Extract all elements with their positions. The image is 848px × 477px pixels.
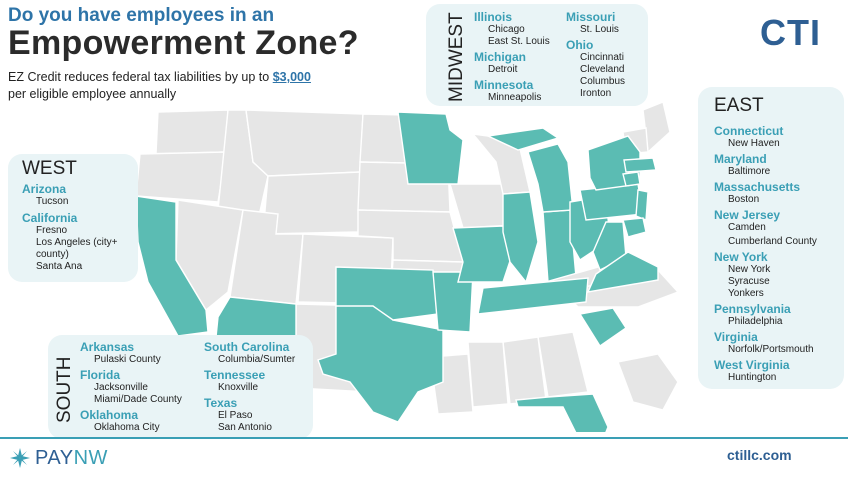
state-label-florida: Florida xyxy=(80,368,121,382)
subtitle-suffix: per eligible employee annually xyxy=(8,87,177,101)
city-tucson: Tucson xyxy=(36,196,69,207)
state-label-south-carolina: South Carolina xyxy=(204,340,290,354)
state-label-oklahoma: Oklahoma xyxy=(80,408,139,422)
state-pa xyxy=(579,183,644,221)
city-boston: Boston xyxy=(728,194,760,205)
state-label-virginia: Virginia xyxy=(714,330,758,344)
state-sc xyxy=(578,307,627,347)
city-minneapolis: Minneapolis xyxy=(488,92,542,103)
city-san-antonio: San Antonio xyxy=(218,422,272,433)
midwest-panel: MIDWEST Illinois Chicago East St. Louis … xyxy=(426,4,648,106)
state-label-new-jersey: New Jersey xyxy=(714,208,781,222)
city-east-st-louis: East St. Louis xyxy=(488,36,550,47)
state-label-west-virginia: West Virginia xyxy=(714,358,790,372)
city-ironton: Ironton xyxy=(580,88,612,99)
city-new-york: New York xyxy=(728,264,771,275)
city-columbus: Columbus xyxy=(580,76,626,87)
city-chicago: Chicago xyxy=(488,24,525,35)
city-jacksonville: Jacksonville xyxy=(94,382,148,393)
city-el-paso: El Paso xyxy=(218,410,253,421)
state-label-ohio: Ohio xyxy=(566,38,594,52)
city-norfolk-portsmouth: Norfolk/Portsmouth xyxy=(728,344,814,355)
city-huntington: Huntington xyxy=(728,372,777,383)
city-baltimore: Baltimore xyxy=(728,166,771,177)
state-il xyxy=(502,191,539,284)
state-al xyxy=(502,336,547,405)
city-pulaski-county: Pulaski County xyxy=(94,354,161,365)
city-miami-dade: Miami/Dade County xyxy=(94,394,182,405)
state-va xyxy=(586,251,659,293)
state-label-connecticut: Connecticut xyxy=(714,124,784,138)
website-link[interactable]: ctillc.com xyxy=(727,447,792,463)
state-label-missouri: Missouri xyxy=(566,10,616,24)
city-santa-ana: Santa Ana xyxy=(36,261,83,272)
midwest-title: MIDWEST xyxy=(446,12,467,102)
state-label-tennessee: Tennessee xyxy=(204,368,266,382)
paynw-logo-right: NW xyxy=(73,447,108,469)
state-label-california: California xyxy=(22,211,78,225)
state-fl xyxy=(515,393,609,432)
state-tn xyxy=(477,277,589,315)
headline-line2: Empowerment Zone? xyxy=(8,24,359,62)
city-cincinnati: Cincinnati xyxy=(580,52,624,63)
state-ak xyxy=(617,353,679,411)
state-mn xyxy=(397,111,464,185)
state-md xyxy=(622,217,647,238)
city-cumberland-county: Cumberland County xyxy=(728,236,817,247)
paynw-star-icon xyxy=(10,448,30,468)
south-panel: SOUTH Arkansas Pulaski County Florida Ja… xyxy=(48,335,313,439)
state-ar xyxy=(432,271,474,333)
cti-logo: CTI xyxy=(760,12,821,53)
city-philadelphia: Philadelphia xyxy=(728,316,783,327)
west-title: WEST xyxy=(22,158,77,179)
east-title: EAST xyxy=(714,95,764,116)
state-label-pennsylvania: Pennsylvania xyxy=(714,302,791,316)
state-label-maryland: Maryland xyxy=(714,152,767,166)
state-label-arizona: Arizona xyxy=(22,182,67,196)
city-cleveland: Cleveland xyxy=(580,64,625,75)
city-syracuse: Syracuse xyxy=(728,276,770,287)
state-label-new-york: New York xyxy=(714,250,768,264)
state-or xyxy=(135,151,227,203)
city-yonkers: Yonkers xyxy=(728,288,764,299)
south-title: SOUTH xyxy=(54,356,75,424)
city-columbia-sumter: Columbia/Sumter xyxy=(218,354,296,365)
headline-line1: Do you have employees in an xyxy=(8,5,275,26)
west-panel: WEST Arizona Tucson California Fresno Lo… xyxy=(8,154,138,282)
state-ma xyxy=(623,157,657,173)
state-label-texas: Texas xyxy=(204,396,238,410)
city-oklahoma-city: Oklahoma City xyxy=(94,422,160,433)
city-camden: Camden xyxy=(728,222,766,233)
footer-divider xyxy=(0,437,848,439)
state-ca xyxy=(135,195,209,337)
city-los-angeles: Los Angeles (city+ xyxy=(36,237,118,248)
state-ct xyxy=(622,171,641,187)
city-fresno: Fresno xyxy=(36,225,68,236)
state-mi-up xyxy=(485,127,560,151)
subtitle: EZ Credit reduces federal tax liabilitie… xyxy=(8,69,368,103)
state-mt xyxy=(245,109,364,177)
state-wa xyxy=(155,109,229,155)
state-label-minnesota: Minnesota xyxy=(474,78,534,92)
city-st-louis: St. Louis xyxy=(580,24,619,35)
paynw-logo: PAYNW xyxy=(35,447,108,470)
state-nj xyxy=(635,189,649,222)
state-label-massachusetts: Massachusetts xyxy=(714,180,801,194)
city-los-angeles-county: county) xyxy=(36,249,69,260)
state-ga xyxy=(537,331,589,398)
state-label-arkansas: Arkansas xyxy=(80,340,135,354)
subtitle-prefix: EZ Credit reduces federal tax liabilitie… xyxy=(8,70,273,84)
state-ms xyxy=(467,341,509,408)
east-panel: EAST Connecticut New Haven Maryland Balt… xyxy=(698,87,844,389)
city-detroit: Detroit xyxy=(488,64,518,75)
state-label-illinois: Illinois xyxy=(474,10,513,24)
paynw-logo-left: PAY xyxy=(35,447,74,469)
state-ok xyxy=(335,266,439,321)
state-label-michigan: Michigan xyxy=(474,50,527,64)
credit-amount-link[interactable]: $3,000 xyxy=(272,70,311,84)
city-new-haven: New Haven xyxy=(728,138,780,149)
city-knoxville: Knoxville xyxy=(218,382,259,393)
state-mi xyxy=(527,143,574,213)
